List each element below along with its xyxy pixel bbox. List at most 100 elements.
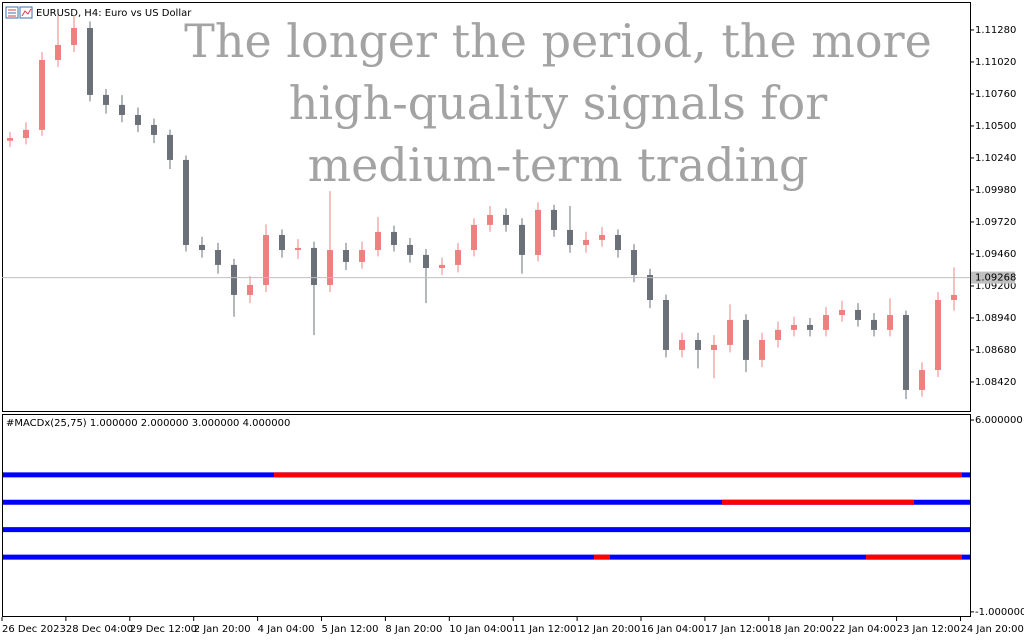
candle-body — [583, 239, 589, 245]
x-tick-label: 23 Jan 12:00 — [897, 624, 960, 635]
candle-body — [727, 319, 733, 345]
indicator-label: 1.000000 — [90, 418, 138, 429]
indicator-label: 2.000000 — [141, 418, 189, 429]
watermark-line: medium-term trading — [308, 138, 809, 192]
watermark: The longer the period, the more high-qual… — [184, 14, 932, 192]
candle-body — [663, 299, 669, 350]
candle-body — [199, 244, 205, 251]
x-tick-label: 26 Dec 2023 — [2, 624, 66, 635]
candle-body — [919, 370, 925, 390]
axes: 1.11280 1.11020 1.10760 1.10500 1.10240 1.099… — [1, 25, 1024, 635]
candle-body — [887, 315, 893, 330]
candle-body — [279, 235, 285, 251]
candle-body — [439, 264, 445, 268]
y-tick-label: 1.10500 — [975, 121, 1016, 132]
candle-body — [471, 224, 477, 251]
x-tick-label: 4 Jan 04:00 — [258, 624, 315, 635]
x-tick-label: 18 Jan 20:00 — [769, 624, 832, 635]
indicator-title: #MACDx(25,75) 1.000000 2.000000 3.000000… — [6, 418, 290, 429]
candle-body — [311, 247, 317, 285]
x-tick-label: 12 Jan 20:00 — [577, 624, 640, 635]
indicator-label: #MACDx(25,75) — [6, 418, 87, 429]
candle-body — [775, 329, 781, 340]
candle-body — [791, 324, 797, 330]
y-tick-label: 1.11020 — [975, 57, 1016, 68]
y-tick-label: 1.08680 — [975, 345, 1016, 356]
x-tick-label: 16 Jan 04:00 — [641, 624, 704, 635]
indicator-label: 3.000000 — [192, 418, 240, 429]
y-tick-label: 1.09460 — [975, 249, 1016, 260]
x-tick-label: 10 Jan 04:00 — [449, 624, 512, 635]
x-tick-label: 29 Dec 12:00 — [130, 624, 197, 635]
candle-body — [567, 229, 573, 245]
candle-body — [743, 319, 749, 360]
candle-body — [71, 27, 77, 45]
candle-body — [87, 27, 93, 95]
y-tick-label: 1.08940 — [975, 313, 1016, 324]
candle-body — [551, 209, 557, 230]
candle-body — [215, 250, 221, 265]
candle-body — [647, 275, 653, 300]
candle-body — [503, 214, 509, 225]
candle-body — [631, 250, 637, 275]
candle-body — [951, 294, 957, 300]
candle-body — [183, 159, 189, 245]
candle-body — [615, 235, 621, 251]
indicator: 6.000000 -1.000000 — [3, 415, 1024, 618]
watermark-line: high-quality signals for — [289, 76, 827, 130]
y-tick-label: 1.10240 — [975, 153, 1016, 164]
candle-body — [7, 138, 13, 141]
candle-body — [807, 324, 813, 330]
y-tick-label: 1.08420 — [975, 377, 1016, 388]
candle-body — [711, 344, 717, 350]
candle-body — [599, 235, 605, 240]
candle-body — [935, 299, 941, 371]
indicator-window — [2, 414, 971, 617]
candle-body — [871, 319, 877, 330]
candle-body — [695, 339, 701, 350]
candle-body — [823, 315, 829, 330]
x-tick-label: 22 Jan 04:00 — [833, 624, 896, 635]
candle-body — [679, 339, 685, 350]
candle-body — [151, 124, 157, 135]
candle-body — [423, 254, 429, 268]
candle-body — [455, 250, 461, 265]
candle-body — [39, 59, 45, 130]
candle-body — [23, 129, 29, 139]
candle-body — [487, 214, 493, 225]
x-tick-label: 28 Dec 04:00 — [66, 624, 133, 635]
watermark-line: The longer the period, the more — [184, 14, 932, 68]
candle-body — [327, 250, 333, 285]
y-tick-label: 1.09980 — [975, 185, 1016, 196]
candles — [7, 15, 957, 400]
candle-body — [391, 231, 397, 245]
candle-body — [135, 115, 141, 125]
x-tick-label: 2 Jan 20:00 — [194, 624, 251, 635]
current-price-box — [971, 271, 1015, 284]
y-tick-label: 6.000000 — [975, 415, 1023, 426]
candle-body — [263, 235, 269, 285]
candle-body — [119, 104, 125, 115]
indicator-label: 4.000000 — [243, 418, 291, 429]
x-tick-label: 8 Jan 20:00 — [385, 624, 442, 635]
candle-body — [855, 309, 861, 320]
candle-body — [375, 231, 381, 251]
candle-body — [839, 309, 845, 315]
candle-body — [295, 247, 301, 251]
candle-body — [407, 244, 413, 255]
candle-body — [903, 315, 909, 390]
candle-body — [231, 264, 237, 295]
x-tick-label: 5 Jan 12:00 — [322, 624, 379, 635]
y-tick-label: 1.09200 — [975, 281, 1016, 292]
y-tick-label: 1.10760 — [975, 89, 1016, 100]
y-tick-label: -1.000000 — [975, 607, 1024, 618]
candle-body — [759, 339, 765, 360]
y-tick-label: 1.11280 — [975, 25, 1016, 36]
toolbar-icons — [5, 6, 33, 19]
candle-body — [343, 250, 349, 262]
candle-body — [535, 209, 541, 255]
x-tick-label: 11 Jan 12:00 — [513, 624, 576, 635]
current-price-label: 1.09268 — [975, 273, 1016, 284]
